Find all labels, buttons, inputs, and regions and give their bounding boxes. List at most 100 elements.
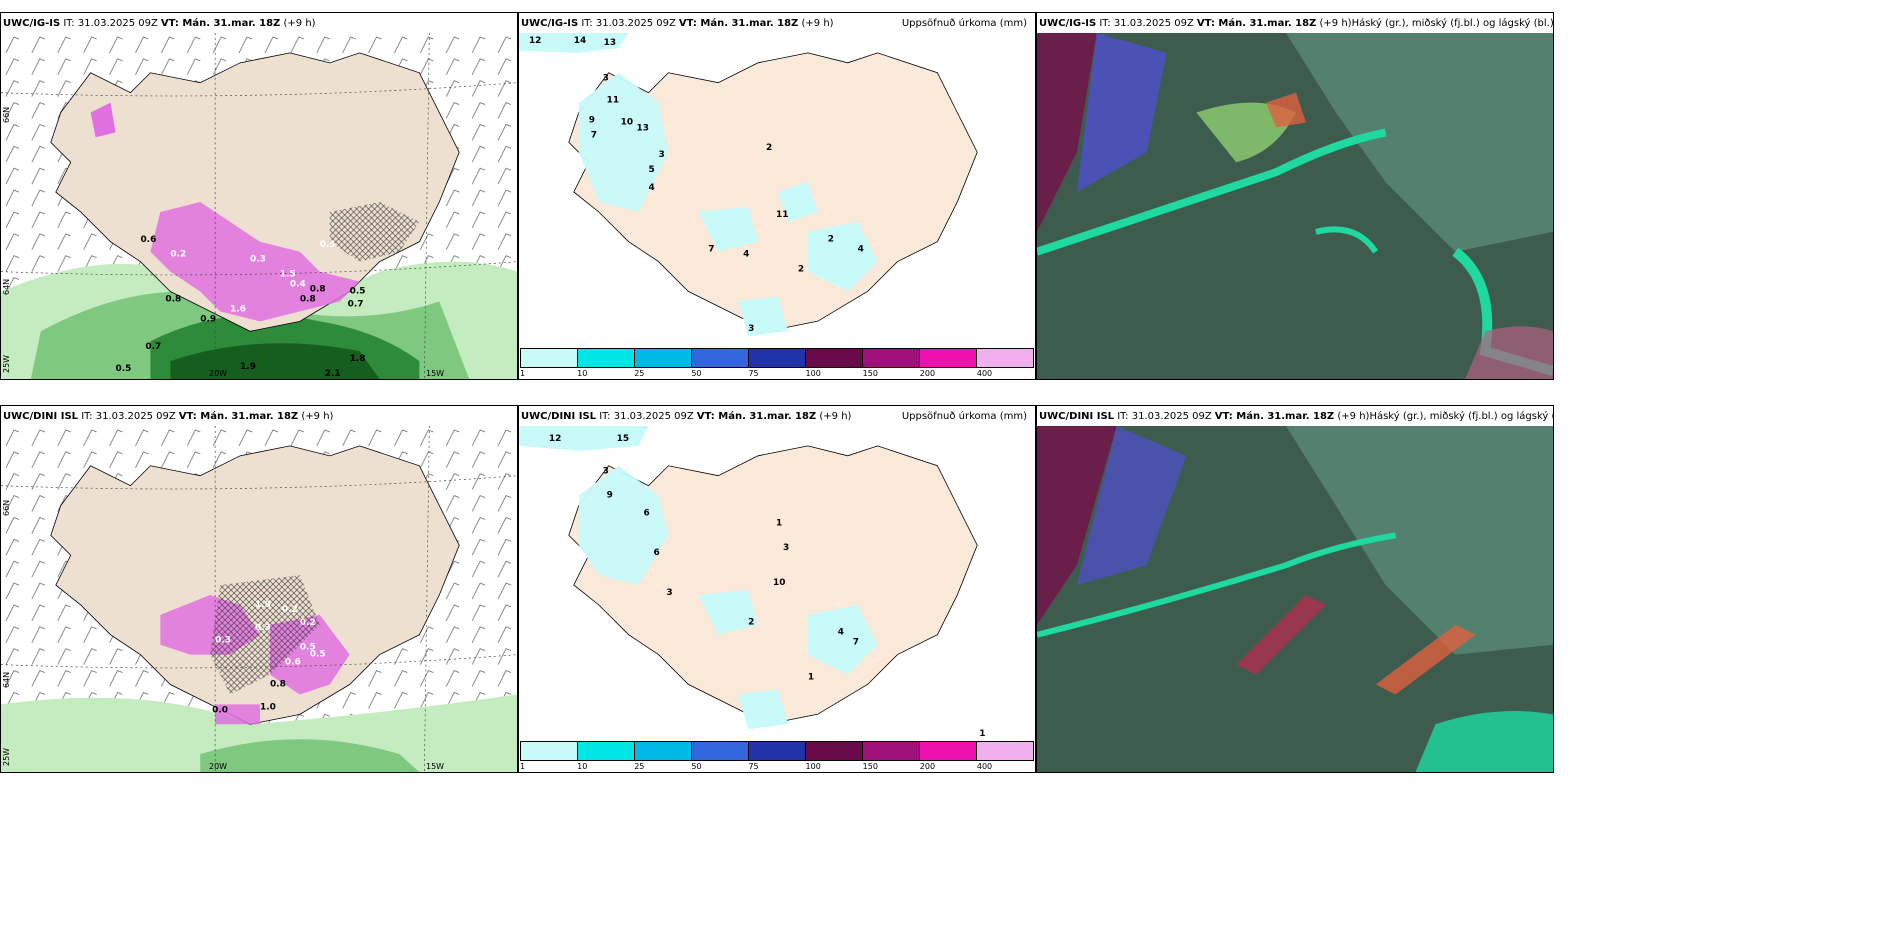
precip-label: 1 bbox=[808, 672, 814, 682]
precip-label: 3 bbox=[783, 543, 789, 553]
precip-label: 7 bbox=[591, 130, 597, 140]
map-precip-top[interactable]: 12 14 13 3 11 9 10 13 7 5 3 4 2 11 7 4 2… bbox=[519, 33, 1035, 349]
precip-label: 7 bbox=[853, 638, 859, 648]
init-time: IT: 31.03.2025 09Z bbox=[1117, 410, 1212, 422]
precip-label: 13 bbox=[604, 38, 616, 48]
precip-label: 3 bbox=[658, 150, 664, 160]
init-time: IT: 31.03.2025 09Z bbox=[1099, 17, 1194, 29]
lon-label: 20W bbox=[209, 762, 228, 771]
lon-label: 15W bbox=[426, 762, 445, 771]
field-title: Háský (gr.), miðský (fj.bl.) og lágský (… bbox=[1351, 17, 1554, 29]
colorbar-segment bbox=[692, 742, 749, 760]
wind-value: 0.3 bbox=[250, 255, 266, 265]
panel-header: UWC/DINI ISL IT: 31.03.2025 09Z VT: Mán.… bbox=[1037, 406, 1553, 426]
wind-value: 2.1 bbox=[325, 369, 341, 379]
colorbar-segment bbox=[521, 742, 578, 760]
map-wind-bottom[interactable]: 1.9 0.2 0.3 0.5 0.6 0.0 1.0 0.8 0.5 0.2 … bbox=[1, 426, 517, 772]
colorbar-tick: 10 bbox=[577, 762, 588, 771]
colorbar-segment bbox=[806, 742, 863, 760]
panel-header: UWC/DINI ISL IT: 31.03.2025 09Z VT: Mán.… bbox=[519, 406, 1035, 426]
colorbar-segment bbox=[920, 349, 977, 367]
lat-label: 66N bbox=[2, 106, 11, 123]
lead-time: (+9 h) bbox=[301, 410, 334, 422]
wind-value: 0.5 bbox=[116, 364, 132, 374]
colorbar-tick: 25 bbox=[634, 762, 645, 771]
colorbar-tick: 50 bbox=[691, 369, 702, 378]
colorbar-tick: 1 bbox=[520, 762, 526, 771]
wind-value: 0.7 bbox=[145, 342, 161, 352]
colorbar-tick: 25 bbox=[634, 369, 645, 378]
wind-value: 0.8 bbox=[165, 294, 181, 304]
valid-time: VT: Mán. 31.mar. 18Z bbox=[678, 17, 799, 29]
colorbar-segment bbox=[578, 742, 635, 760]
precip-label: 9 bbox=[607, 491, 613, 501]
wind-value: 1.9 bbox=[240, 362, 256, 372]
colorbar-tick: 200 bbox=[919, 369, 936, 378]
field-title: Uppsöfnuð úrkoma (mm) bbox=[901, 17, 1027, 29]
model-name: UWC/IG-IS bbox=[3, 17, 61, 29]
wind-value: 1.6 bbox=[230, 304, 246, 314]
wind-value: 0.5 bbox=[310, 650, 326, 660]
wind-value: 0.6 bbox=[285, 658, 301, 668]
precip-label: 4 bbox=[838, 628, 844, 638]
precip-label: 9 bbox=[589, 115, 595, 125]
precip-label: 4 bbox=[743, 250, 749, 260]
precip-label: 5 bbox=[648, 165, 654, 175]
wind-value: 0.2 bbox=[300, 618, 316, 628]
colorbar-tick: 100 bbox=[805, 762, 821, 771]
precip-label: 7 bbox=[708, 245, 714, 255]
init-time: IT: 31.03.2025 09Z bbox=[599, 410, 694, 422]
panel-precip-dini: UWC/DINI ISL IT: 31.03.2025 09Z VT: Mán.… bbox=[518, 405, 1036, 773]
colorbar-segment bbox=[863, 349, 920, 367]
colorbar-tick: 400 bbox=[976, 762, 993, 771]
panel-cloud-ig-is: UWC/IG-IS IT: 31.03.2025 09Z VT: Mán. 31… bbox=[1036, 12, 1554, 380]
panel-precip-ig-is: UWC/IG-IS IT: 31.03.2025 09Z VT: Mán. 31… bbox=[518, 12, 1036, 380]
model-name: UWC/IG-IS bbox=[1039, 17, 1097, 29]
colorbar-segment bbox=[749, 349, 806, 367]
lead-time: (+9 h) bbox=[1337, 410, 1370, 422]
precip-label: 2 bbox=[766, 143, 772, 153]
colorbar-ticks: 1 10 25 50 75 100 150 200 400 bbox=[520, 369, 1034, 379]
wind-value: 0.8 bbox=[270, 680, 286, 690]
wind-value: 0.0 bbox=[212, 705, 228, 715]
colorbar-tick: 50 bbox=[691, 762, 702, 771]
wind-value: 0.9 bbox=[200, 314, 216, 324]
map-cloud-bottom[interactable] bbox=[1037, 426, 1553, 772]
precip-label: 14 bbox=[574, 36, 586, 46]
wind-value: 0.8 bbox=[300, 294, 316, 304]
init-time: IT: 31.03.2025 09Z bbox=[581, 17, 676, 29]
wind-value: 0.3 bbox=[215, 636, 231, 646]
panel-cloud-dini: UWC/DINI ISL IT: 31.03.2025 09Z VT: Mán.… bbox=[1036, 405, 1554, 773]
map-cloud-top[interactable] bbox=[1037, 33, 1553, 379]
precip-label: 2 bbox=[798, 264, 804, 274]
panel-header: UWC/IG-IS IT: 31.03.2025 09Z VT: Mán. 31… bbox=[1, 13, 517, 33]
colorbar-tick: 75 bbox=[748, 762, 759, 771]
lat-label: 25W bbox=[2, 354, 11, 373]
wind-value: 0.5 bbox=[300, 643, 316, 653]
precip-label: 2 bbox=[748, 618, 754, 628]
precip-label: 4 bbox=[648, 183, 654, 193]
wind-value: 0.8 bbox=[310, 285, 326, 295]
panel-header: UWC/IG-IS IT: 31.03.2025 09Z VT: Mán. 31… bbox=[1037, 13, 1553, 33]
valid-time: VT: Mán. 31.mar. 18Z bbox=[178, 410, 299, 422]
colorbar-segment bbox=[521, 349, 578, 367]
precip-label: 3 bbox=[748, 324, 754, 334]
map-precip-bottom[interactable]: 12 15 3 9 6 6 3 1 3 10 2 4 7 1 1 bbox=[519, 426, 1035, 742]
lat-label: 25W bbox=[2, 747, 11, 766]
lon-label: 20W bbox=[209, 369, 228, 378]
colorbar-ticks: 1 10 25 50 75 100 150 200 400 bbox=[520, 762, 1034, 772]
colorbar-segment bbox=[692, 349, 749, 367]
colorbar-segment bbox=[977, 742, 1033, 760]
precip-label: 4 bbox=[858, 245, 864, 255]
lon-label: 15W bbox=[426, 369, 445, 378]
model-name: UWC/IG-IS bbox=[521, 17, 579, 29]
colorbar-segment bbox=[863, 742, 920, 760]
valid-time: VT: Mán. 31.mar. 18Z bbox=[1214, 410, 1335, 422]
wind-value: 0.5 bbox=[320, 240, 336, 250]
precip-label: 12 bbox=[529, 36, 541, 46]
panel-wind-dini: UWC/DINI ISL IT: 31.03.2025 09Z VT: Mán.… bbox=[0, 405, 518, 773]
map-wind-top[interactable]: 0.3 1.5 1.6 0.5 0.6 0.8 0.9 0.7 0.5 1.8 … bbox=[1, 33, 517, 379]
colorbar-segment bbox=[806, 349, 863, 367]
model-name: UWC/DINI ISL bbox=[1039, 410, 1115, 422]
lat-label: 66N bbox=[2, 499, 11, 516]
